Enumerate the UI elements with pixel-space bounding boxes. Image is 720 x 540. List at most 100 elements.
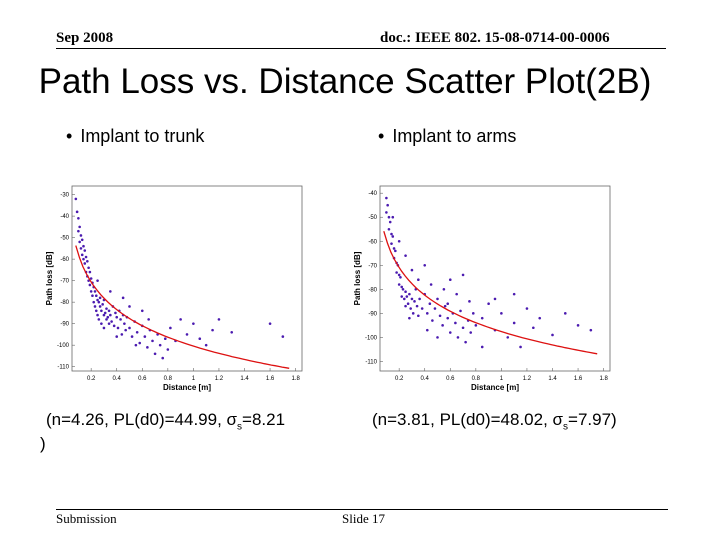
data-point: [89, 290, 93, 293]
fit-line: [383, 231, 598, 355]
header-date: Sep 2008: [56, 30, 114, 46]
data-point: [425, 328, 429, 332]
data-point: [429, 283, 433, 286]
data-point: [107, 309, 111, 313]
data-point: [404, 290, 407, 294]
data-point: [563, 312, 567, 315]
data-point: [391, 235, 395, 238]
y-tick-label: -60: [368, 239, 377, 245]
data-point: [169, 326, 172, 330]
data-point: [91, 294, 94, 298]
data-point: [400, 295, 404, 298]
data-point: [512, 321, 516, 325]
data-point: [78, 225, 81, 229]
data-point: [83, 262, 87, 265]
data-point: [109, 290, 112, 293]
data-point: [115, 335, 119, 338]
scatter-plot-arms: 0.2 0.4 0.6 0.8 1 1.2 1.4 1.6 1.8 -40 -50 -60 -70 -80…: [353, 185, 611, 392]
data-point: [138, 341, 142, 345]
data-point: [161, 356, 165, 360]
y-tick-label: -90: [368, 311, 377, 317]
data-point: [394, 249, 397, 253]
data-point: [390, 242, 393, 245]
data-point: [105, 318, 108, 321]
x-tick-label: 0.4: [421, 376, 430, 382]
bullet-right-text: Implant to arms: [392, 126, 517, 146]
data-point: [387, 215, 391, 219]
data-point: [120, 333, 124, 336]
data-point: [471, 312, 475, 315]
data-point: [408, 316, 411, 320]
data-point: [134, 343, 138, 347]
data-point: [77, 229, 80, 233]
y-tick-label: -40: [60, 214, 69, 220]
data-point: [417, 314, 420, 318]
data-point: [204, 343, 208, 347]
data-point: [128, 326, 131, 330]
data-point: [480, 316, 484, 320]
data-point: [538, 316, 542, 320]
data-point: [185, 333, 189, 336]
bullet-dot-icon: •: [66, 126, 73, 146]
x-tick-label: 0.8: [472, 376, 481, 382]
data-point: [78, 240, 81, 244]
data-point: [87, 266, 90, 270]
data-point: [480, 345, 484, 349]
data-point: [410, 297, 414, 301]
params-right-sub: s: [563, 421, 569, 433]
data-point: [163, 337, 167, 341]
data-point: [94, 294, 98, 298]
data-point: [410, 268, 414, 272]
data-point: [401, 288, 405, 291]
data-point: [446, 316, 450, 320]
data-point: [417, 278, 420, 282]
data-point: [166, 348, 170, 351]
x-tick-label: 1.6: [266, 376, 275, 382]
bullet-right: • Implant to arms: [378, 126, 516, 147]
x-axis-label: Distance [m]: [163, 383, 211, 392]
data-point: [83, 249, 87, 252]
data-point: [96, 279, 99, 282]
data-point: [147, 318, 150, 321]
data-point: [506, 336, 510, 339]
x-tick-label: 0.4: [113, 376, 122, 382]
data-point: [114, 311, 117, 315]
x-tick-label: 1.4: [548, 376, 557, 382]
data-point: [423, 263, 427, 267]
header-doc-id: doc.: IEEE 802. 15-08-0714-00-0006: [380, 30, 610, 46]
y-tick-label: -50: [368, 215, 377, 221]
data-point: [75, 210, 79, 214]
data-point: [589, 328, 593, 332]
data-point: [385, 211, 388, 214]
x-tick-label: 1: [192, 376, 196, 382]
data-point: [468, 300, 471, 303]
data-point: [179, 318, 182, 321]
data-point: [408, 292, 411, 296]
data-point: [469, 331, 473, 334]
data-point: [413, 300, 416, 303]
y-tick-label: -90: [60, 322, 69, 328]
data-point: [115, 315, 119, 319]
data-point: [418, 297, 421, 301]
y-tick-label: -110: [57, 365, 69, 371]
data-point: [415, 304, 419, 308]
data-point: [82, 257, 85, 261]
data-point: [448, 331, 452, 334]
data-point: [455, 292, 458, 296]
x-tick-label: 1: [500, 376, 504, 382]
y-tick-label: -40: [368, 191, 377, 197]
slide-title: Path Loss vs. Distance Scatter Plot(2B): [38, 62, 652, 101]
x-tick-label: 0.8: [164, 376, 173, 382]
data-point: [102, 313, 106, 317]
data-point: [103, 311, 107, 315]
data-point: [100, 322, 103, 325]
x-tick-label: 0.2: [87, 376, 96, 382]
data-point: [217, 318, 221, 321]
data-point: [94, 309, 98, 313]
x-tick-label: 1.6: [574, 376, 583, 382]
data-point: [86, 259, 89, 263]
data-point: [576, 324, 580, 327]
data-point: [459, 309, 462, 313]
data-point: [116, 326, 120, 330]
x-tick-label: 1.2: [523, 376, 532, 382]
